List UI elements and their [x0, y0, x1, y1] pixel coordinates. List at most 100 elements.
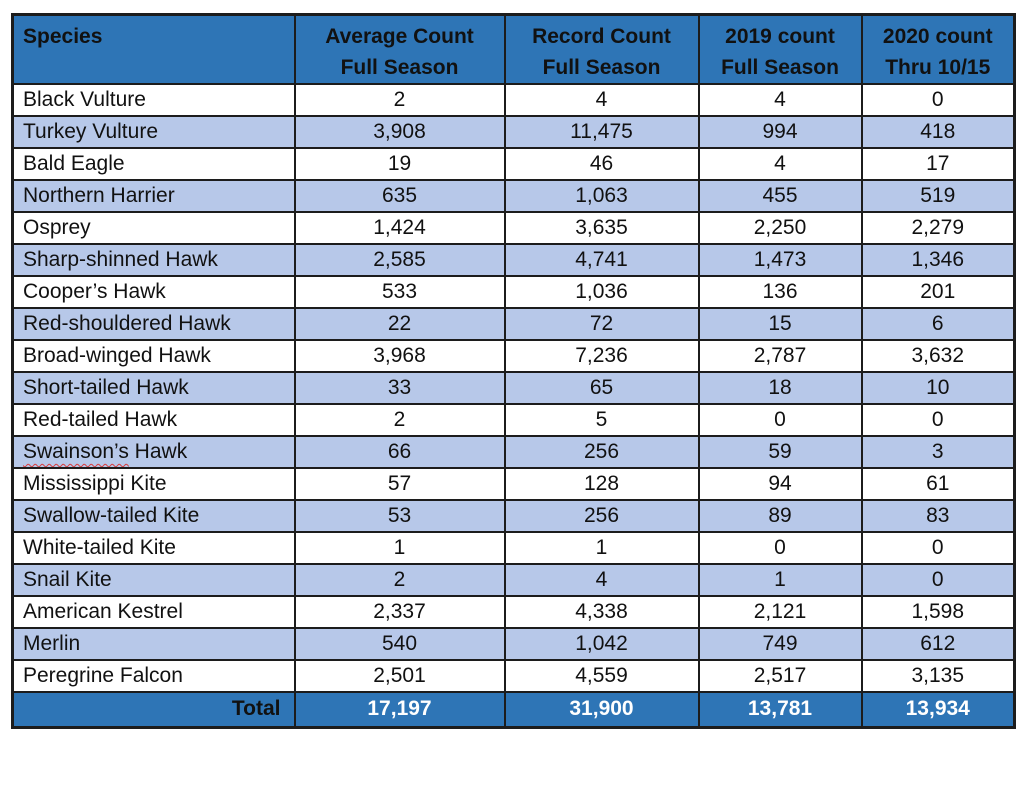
count-cell: 2,250 [697, 211, 863, 245]
count-cell: 6 [860, 307, 1016, 341]
total-average-count: 17,197 [293, 691, 506, 728]
count-cell: 33 [293, 371, 506, 405]
count-cell: 66 [293, 435, 506, 469]
species-cell: Sharp-shinned Hawk [11, 243, 296, 277]
column-header-2019-count: 2019 count Full Season [697, 13, 863, 85]
count-cell: 256 [503, 435, 700, 469]
count-cell: 136 [697, 275, 863, 309]
table-row: Mississippi Kite 57 128 94 61 [11, 467, 1016, 501]
count-cell: 0 [860, 563, 1016, 597]
count-cell: 22 [293, 307, 506, 341]
count-cell: 5 [503, 403, 700, 437]
count-cell: 61 [860, 467, 1016, 501]
count-cell: 3,908 [293, 115, 506, 149]
species-cell: Cooper’s Hawk [11, 275, 296, 309]
count-cell: 749 [697, 627, 863, 661]
count-cell: 4,741 [503, 243, 700, 277]
column-header-2020-count: 2020 count Thru 10/15 [860, 13, 1016, 85]
species-cell: Swainson’s Hawk [11, 435, 296, 469]
count-cell: 4,338 [503, 595, 700, 629]
total-row: Total 17,197 31,900 13,781 13,934 [11, 691, 1016, 728]
count-cell: 1,042 [503, 627, 700, 661]
count-cell: 256 [503, 499, 700, 533]
species-cell: Northern Harrier [11, 179, 296, 213]
count-cell: 1,063 [503, 179, 700, 213]
species-name: Hawk [128, 440, 188, 463]
table-row: Broad-winged Hawk 3,968 7,236 2,787 3,632 [11, 339, 1016, 373]
table-row: Cooper’s Hawk 533 1,036 136 201 [11, 275, 1016, 309]
count-cell: 57 [293, 467, 506, 501]
table-row: Merlin 540 1,042 749 612 [11, 627, 1016, 661]
count-cell: 3,135 [860, 659, 1016, 693]
count-cell: 1 [293, 531, 506, 565]
count-cell: 83 [860, 499, 1016, 533]
table-body: Black Vulture 2 4 4 0 Turkey Vulture 3,908 11,4… [11, 83, 1016, 693]
count-cell: 7,236 [503, 339, 700, 373]
species-name-misspelled: Swainson’s [23, 440, 129, 463]
count-cell: 1 [503, 531, 700, 565]
count-cell: 2,585 [293, 243, 506, 277]
column-header-average-count: Average Count Full Season [293, 13, 506, 85]
count-cell: 0 [860, 403, 1016, 437]
count-cell: 1,346 [860, 243, 1016, 277]
total-record-count: 31,900 [503, 691, 700, 728]
species-cell: Merlin [11, 627, 296, 661]
count-cell: 11,475 [503, 115, 700, 149]
table-row: Turkey Vulture 3,908 11,475 994 418 [11, 115, 1016, 149]
column-header-species: Species [11, 13, 296, 85]
count-cell: 2,501 [293, 659, 506, 693]
count-cell: 994 [697, 115, 863, 149]
count-cell: 4 [503, 563, 700, 597]
species-cell: White-tailed Kite [11, 531, 296, 565]
count-cell: 418 [860, 115, 1016, 149]
species-cell: Turkey Vulture [11, 115, 296, 149]
count-cell: 519 [860, 179, 1016, 213]
table-header: Species Average Count Full Season Record… [11, 13, 1016, 85]
count-cell: 2,279 [860, 211, 1016, 245]
count-cell: 540 [293, 627, 506, 661]
total-2019-count: 13,781 [697, 691, 863, 728]
table-row: Black Vulture 2 4 4 0 [11, 83, 1016, 117]
count-cell: 15 [697, 307, 863, 341]
species-cell: Bald Eagle [11, 147, 296, 181]
count-cell: 59 [697, 435, 863, 469]
count-cell: 533 [293, 275, 506, 309]
table-row: Sharp-shinned Hawk 2,585 4,741 1,473 1,346 [11, 243, 1016, 277]
count-cell: 46 [503, 147, 700, 181]
column-header-record-count: Record Count Full Season [503, 13, 700, 85]
count-cell: 0 [697, 403, 863, 437]
species-cell: Broad-winged Hawk [11, 339, 296, 373]
species-cell: American Kestrel [11, 595, 296, 629]
table-row: Snail Kite 2 4 1 0 [11, 563, 1016, 597]
count-cell: 2,517 [697, 659, 863, 693]
table-row: Peregrine Falcon 2,501 4,559 2,517 3,135 [11, 659, 1016, 693]
species-cell: Osprey [11, 211, 296, 245]
count-cell: 72 [503, 307, 700, 341]
count-cell: 3,632 [860, 339, 1016, 373]
count-cell: 10 [860, 371, 1016, 405]
species-cell: Red-tailed Hawk [11, 403, 296, 437]
table-row: Swallow-tailed Kite 53 256 89 83 [11, 499, 1016, 533]
species-cell: Peregrine Falcon [11, 659, 296, 693]
count-cell: 94 [697, 467, 863, 501]
total-2020-count: 13,934 [860, 691, 1016, 728]
count-cell: 18 [697, 371, 863, 405]
count-cell: 3,968 [293, 339, 506, 373]
species-cell: Snail Kite [11, 563, 296, 597]
count-cell: 3 [860, 435, 1016, 469]
count-cell: 2,787 [697, 339, 863, 373]
table-footer: Total 17,197 31,900 13,781 13,934 [11, 691, 1016, 728]
table-row: Bald Eagle 19 46 4 17 [11, 147, 1016, 181]
count-cell: 635 [293, 179, 506, 213]
table-row: Short-tailed Hawk 33 65 18 10 [11, 371, 1016, 405]
count-cell: 3,635 [503, 211, 700, 245]
count-cell: 4,559 [503, 659, 700, 693]
species-cell: Swallow-tailed Kite [11, 499, 296, 533]
count-cell: 2,337 [293, 595, 506, 629]
species-cell: Red-shouldered Hawk [11, 307, 296, 341]
count-cell: 1,473 [697, 243, 863, 277]
count-cell: 1,598 [860, 595, 1016, 629]
count-cell: 2 [293, 563, 506, 597]
total-label: Total [11, 691, 296, 728]
